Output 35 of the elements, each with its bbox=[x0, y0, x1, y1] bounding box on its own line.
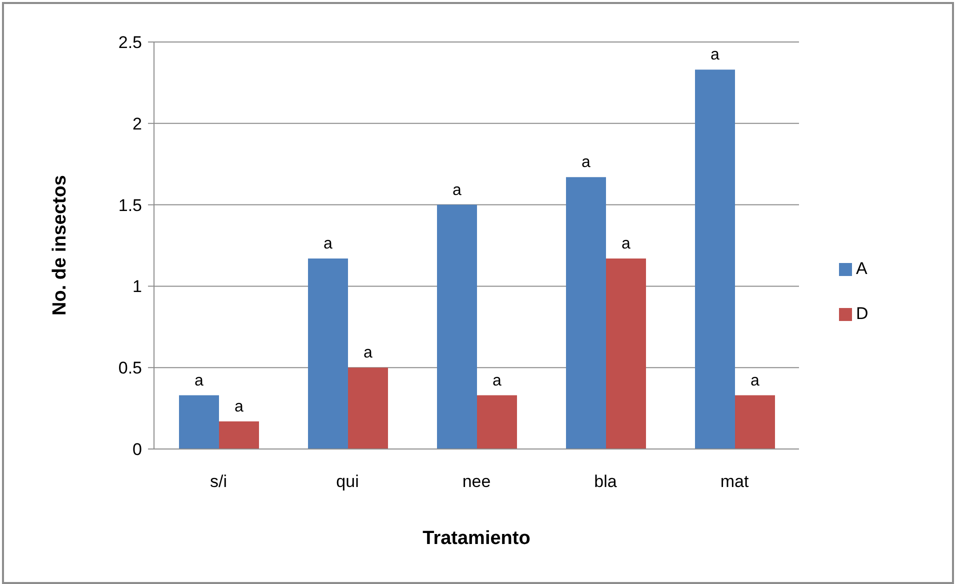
x-tick-label: bla bbox=[594, 472, 618, 492]
y-tick-label: 2.5 bbox=[118, 33, 142, 52]
bar bbox=[348, 368, 388, 449]
y-tick-label: 0.5 bbox=[118, 358, 142, 378]
bar bbox=[695, 70, 735, 449]
y-tick-label: 2 bbox=[132, 114, 142, 134]
x-tick-label: mat bbox=[720, 472, 749, 492]
annotation: a bbox=[622, 236, 631, 253]
annotation: a bbox=[492, 372, 502, 390]
y-tick-label: 0 bbox=[132, 440, 142, 460]
legend-label: A bbox=[856, 258, 868, 278]
annotation: a bbox=[452, 182, 462, 199]
legend-label: D bbox=[856, 304, 868, 322]
annotation: a bbox=[364, 344, 373, 362]
y-tick-label: 1.5 bbox=[118, 196, 142, 215]
x-tick-label: qui bbox=[336, 472, 359, 492]
x-tick-label: s/i bbox=[210, 472, 227, 492]
bar bbox=[606, 258, 646, 449]
annotation: a bbox=[710, 46, 720, 64]
x-tick-label: nee bbox=[462, 472, 491, 492]
bar bbox=[566, 177, 606, 449]
y-axis-title: No. de insectos bbox=[50, 175, 71, 316]
x-axis-title: Tratamiento bbox=[422, 528, 530, 549]
bar bbox=[477, 395, 517, 449]
bar bbox=[179, 395, 219, 449]
bar bbox=[308, 258, 348, 449]
annotation: a bbox=[750, 372, 760, 390]
annotation: a bbox=[194, 372, 204, 390]
annotation: a bbox=[234, 398, 244, 416]
bar bbox=[219, 421, 259, 449]
bar bbox=[735, 395, 775, 449]
bar bbox=[437, 204, 477, 449]
y-tick-label: 1 bbox=[132, 277, 142, 296]
annotation: a bbox=[324, 236, 333, 253]
annotation: a bbox=[582, 154, 591, 172]
